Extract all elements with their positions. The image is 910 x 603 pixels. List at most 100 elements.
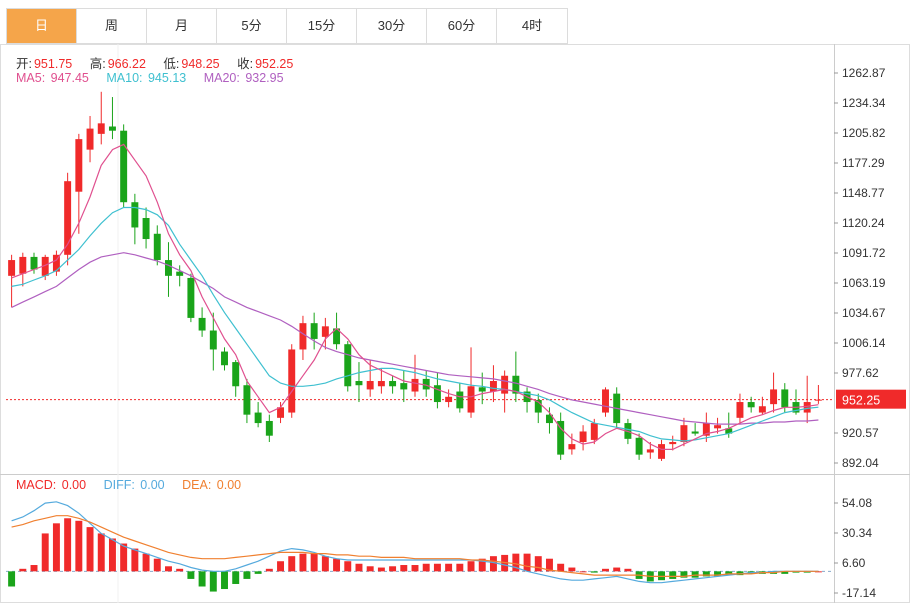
chart-area[interactable]: 1262.87 1234.34 1205.82 1177.29 1148.77 1120.… bbox=[0, 44, 910, 603]
macd-bar bbox=[232, 571, 240, 584]
candle-body bbox=[557, 420, 565, 455]
high-label: 高: bbox=[89, 57, 106, 71]
macd-bar bbox=[198, 571, 206, 587]
candle-body bbox=[8, 260, 16, 276]
macd-legend: MACD: 0.00 DIFF: 0.00 DEA: 0.00 bbox=[16, 478, 243, 492]
macd-bar bbox=[702, 571, 710, 577]
candle-body bbox=[265, 420, 273, 436]
candle-body bbox=[176, 271, 184, 276]
low-label: 低: bbox=[163, 57, 180, 71]
price-tick-label: 977.62 bbox=[842, 366, 879, 380]
price-tick-label: 1034.67 bbox=[842, 306, 886, 320]
macd-bar bbox=[310, 553, 318, 572]
macd-bar bbox=[30, 565, 38, 572]
tab-7[interactable]: 4时 bbox=[497, 9, 567, 43]
macd-bar bbox=[187, 571, 195, 579]
macd-bar bbox=[736, 571, 744, 576]
tab-4[interactable]: 15分 bbox=[287, 9, 357, 43]
candle-body bbox=[590, 423, 598, 440]
candle-body bbox=[602, 389, 609, 413]
candle-body bbox=[400, 383, 408, 390]
macd-bar bbox=[366, 566, 374, 572]
tab-1[interactable]: 周 bbox=[77, 9, 147, 43]
open-label: 开: bbox=[16, 57, 32, 71]
candle-body bbox=[389, 381, 397, 387]
macd-bar bbox=[792, 571, 800, 573]
candle-body bbox=[142, 217, 150, 240]
candle-body bbox=[803, 402, 811, 413]
macd-bar bbox=[108, 538, 116, 572]
ma20-line bbox=[11, 252, 819, 425]
candle-body bbox=[277, 407, 285, 418]
tab-3[interactable]: 5分 bbox=[217, 9, 287, 43]
macd-bar bbox=[467, 561, 475, 572]
candle-body bbox=[333, 328, 341, 345]
candle-body bbox=[501, 375, 509, 394]
ma10-line bbox=[11, 206, 819, 442]
macd-bar bbox=[512, 553, 520, 572]
tab-2[interactable]: 月 bbox=[147, 9, 217, 43]
macd-bar bbox=[389, 566, 397, 572]
ma5-label: MA5: bbox=[16, 71, 49, 85]
candle-body bbox=[221, 351, 228, 366]
macd-bar bbox=[221, 571, 228, 590]
candle-body bbox=[75, 139, 83, 192]
macd-bar bbox=[422, 563, 430, 572]
candle-body bbox=[41, 256, 49, 276]
candle-body bbox=[52, 254, 60, 272]
tab-5[interactable]: 30分 bbox=[357, 9, 427, 43]
price-tick-label: 1148.77 bbox=[842, 186, 885, 200]
price-tick-label: 1177.29 bbox=[842, 156, 885, 170]
tab-6[interactable]: 60分 bbox=[427, 9, 497, 43]
macd-bar bbox=[669, 571, 677, 579]
macd-bar bbox=[501, 554, 509, 572]
ohlc-legend: 开: 951.75 高: 966.22 低: 948.25 收: 952.25 bbox=[16, 53, 295, 72]
ma5-line bbox=[11, 143, 819, 450]
macd-bar bbox=[658, 571, 665, 581]
price-tick-label: 1063.19 bbox=[842, 276, 886, 290]
candle-body bbox=[489, 381, 497, 392]
candle-body bbox=[243, 385, 251, 415]
candle-body bbox=[411, 378, 419, 392]
ma5-value: 947.45 bbox=[50, 71, 89, 85]
macd-bar bbox=[75, 520, 83, 572]
macd-bar bbox=[579, 571, 587, 573]
candle-body bbox=[781, 389, 789, 408]
candle-body bbox=[187, 277, 195, 318]
candle-body bbox=[725, 428, 733, 434]
candle-body bbox=[288, 349, 296, 413]
dea-label: DEA: bbox=[182, 478, 215, 492]
macd-bar bbox=[545, 558, 553, 572]
macd-bar bbox=[400, 565, 408, 572]
last-price-tag bbox=[836, 389, 906, 409]
macd-bar bbox=[680, 571, 688, 578]
macd-bar bbox=[613, 567, 621, 572]
macd-bar bbox=[803, 571, 811, 573]
candle-body bbox=[758, 406, 766, 413]
macd-value: 0.00 bbox=[61, 478, 87, 492]
candle-body bbox=[669, 442, 677, 445]
candle-body bbox=[321, 326, 329, 337]
high-value: 966.22 bbox=[107, 57, 146, 71]
macd-bar bbox=[691, 571, 699, 578]
macd-bar bbox=[52, 523, 60, 572]
macd-bar bbox=[142, 553, 150, 572]
tab-0[interactable]: 日 bbox=[7, 9, 77, 43]
candle-body bbox=[814, 399, 822, 401]
macd-bar bbox=[243, 571, 251, 579]
candle-body bbox=[198, 317, 206, 331]
candle-body bbox=[445, 396, 453, 403]
low-value: 948.25 bbox=[181, 57, 220, 71]
price-tick-label: 1091.72 bbox=[842, 246, 886, 260]
candle-body bbox=[355, 381, 363, 386]
candle-body bbox=[534, 399, 542, 413]
candle-body bbox=[254, 412, 262, 424]
macd-bar bbox=[254, 571, 262, 574]
macd-bar bbox=[8, 571, 16, 587]
macd-bar bbox=[120, 543, 128, 572]
candle-body bbox=[545, 414, 553, 424]
close-value: 952.25 bbox=[255, 57, 294, 71]
macd-bar bbox=[344, 561, 352, 572]
candle-body bbox=[131, 202, 139, 228]
macd-bar bbox=[456, 563, 464, 572]
